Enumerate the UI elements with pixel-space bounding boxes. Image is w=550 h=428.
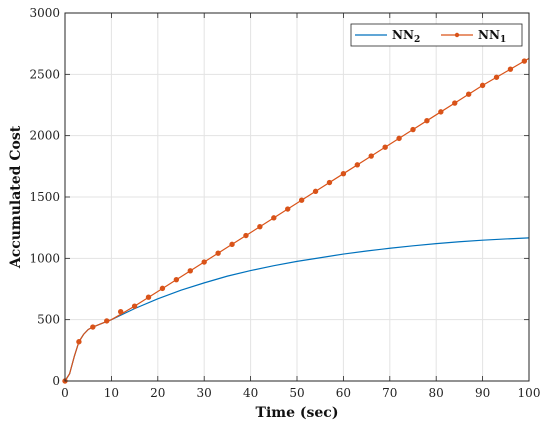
series-marker bbox=[76, 339, 82, 345]
y-tick-label: 0 bbox=[52, 374, 60, 388]
y-tick-label: 1000 bbox=[29, 251, 60, 265]
series-marker bbox=[438, 109, 444, 115]
x-tick-label: 100 bbox=[518, 386, 541, 400]
series-marker bbox=[145, 294, 152, 300]
series-marker bbox=[104, 318, 110, 324]
grid bbox=[65, 13, 529, 381]
legend-box bbox=[350, 23, 523, 47]
y-tick-label: 2000 bbox=[29, 129, 60, 143]
legend-label: NN2 bbox=[392, 28, 420, 45]
x-tick-label: 20 bbox=[150, 386, 165, 400]
x-tick-label: 80 bbox=[429, 386, 444, 400]
x-tick-label: 10 bbox=[104, 386, 119, 400]
series-nn1 bbox=[62, 57, 530, 384]
tick-labels: 0 10 20 30 40 50 60 70 80 90 100050010001500200025… bbox=[29, 6, 540, 400]
series-marker bbox=[271, 215, 277, 221]
series-marker bbox=[229, 241, 235, 248]
series-marker bbox=[410, 126, 416, 133]
x-tick-label: 90 bbox=[475, 386, 490, 400]
series-marker bbox=[159, 285, 166, 292]
series-marker bbox=[354, 162, 361, 168]
legend-label-subscript: 2 bbox=[414, 35, 420, 45]
legend-label: NN1 bbox=[478, 28, 506, 45]
series-marker bbox=[396, 135, 402, 142]
series-marker bbox=[257, 223, 263, 230]
y-tick-label: 3000 bbox=[29, 6, 60, 20]
series-marker bbox=[187, 268, 193, 274]
series-marker bbox=[173, 276, 180, 283]
series-marker bbox=[368, 153, 374, 159]
series-marker bbox=[507, 66, 514, 72]
series-marker bbox=[117, 308, 124, 315]
y-axis-label: Accumulated Cost bbox=[8, 125, 24, 269]
series-marker bbox=[326, 179, 333, 186]
series-marker bbox=[312, 188, 319, 195]
series-marker bbox=[521, 58, 528, 64]
series-marker bbox=[479, 82, 486, 89]
y-tick-label: 1500 bbox=[29, 190, 60, 204]
series-layer bbox=[62, 57, 530, 384]
series-marker bbox=[452, 100, 458, 106]
legend: NN2 NN1 bbox=[350, 23, 523, 47]
x-tick-label: 40 bbox=[243, 386, 258, 400]
x-tick-label: 60 bbox=[336, 386, 351, 400]
legend-label-subscript: 1 bbox=[500, 35, 506, 45]
series-marker bbox=[201, 259, 207, 265]
series-marker bbox=[382, 144, 388, 150]
plot-frame bbox=[64, 12, 530, 382]
y-tick-label: 500 bbox=[37, 313, 60, 327]
axes bbox=[64, 12, 530, 382]
x-tick-label: 0 bbox=[61, 386, 69, 400]
series-marker bbox=[131, 303, 138, 309]
x-tick-label: 70 bbox=[382, 386, 397, 400]
series-marker bbox=[243, 232, 249, 239]
legend-swatch-marker bbox=[454, 32, 460, 38]
series-marker bbox=[465, 91, 472, 97]
series-marker bbox=[298, 197, 305, 203]
series-marker bbox=[90, 324, 96, 330]
x-tick-label: 50 bbox=[289, 386, 304, 400]
legend-entry: NN2 bbox=[355, 28, 420, 45]
series-marker bbox=[285, 206, 291, 212]
series-marker bbox=[340, 170, 347, 177]
legend-entry: NN1 bbox=[441, 28, 506, 45]
series-marker bbox=[215, 250, 221, 256]
series-marker bbox=[424, 118, 430, 124]
x-axis-label: Time (sec) bbox=[256, 405, 339, 421]
x-tick-label: 30 bbox=[197, 386, 212, 400]
series-marker bbox=[493, 74, 500, 80]
y-tick-label: 2500 bbox=[29, 67, 60, 81]
